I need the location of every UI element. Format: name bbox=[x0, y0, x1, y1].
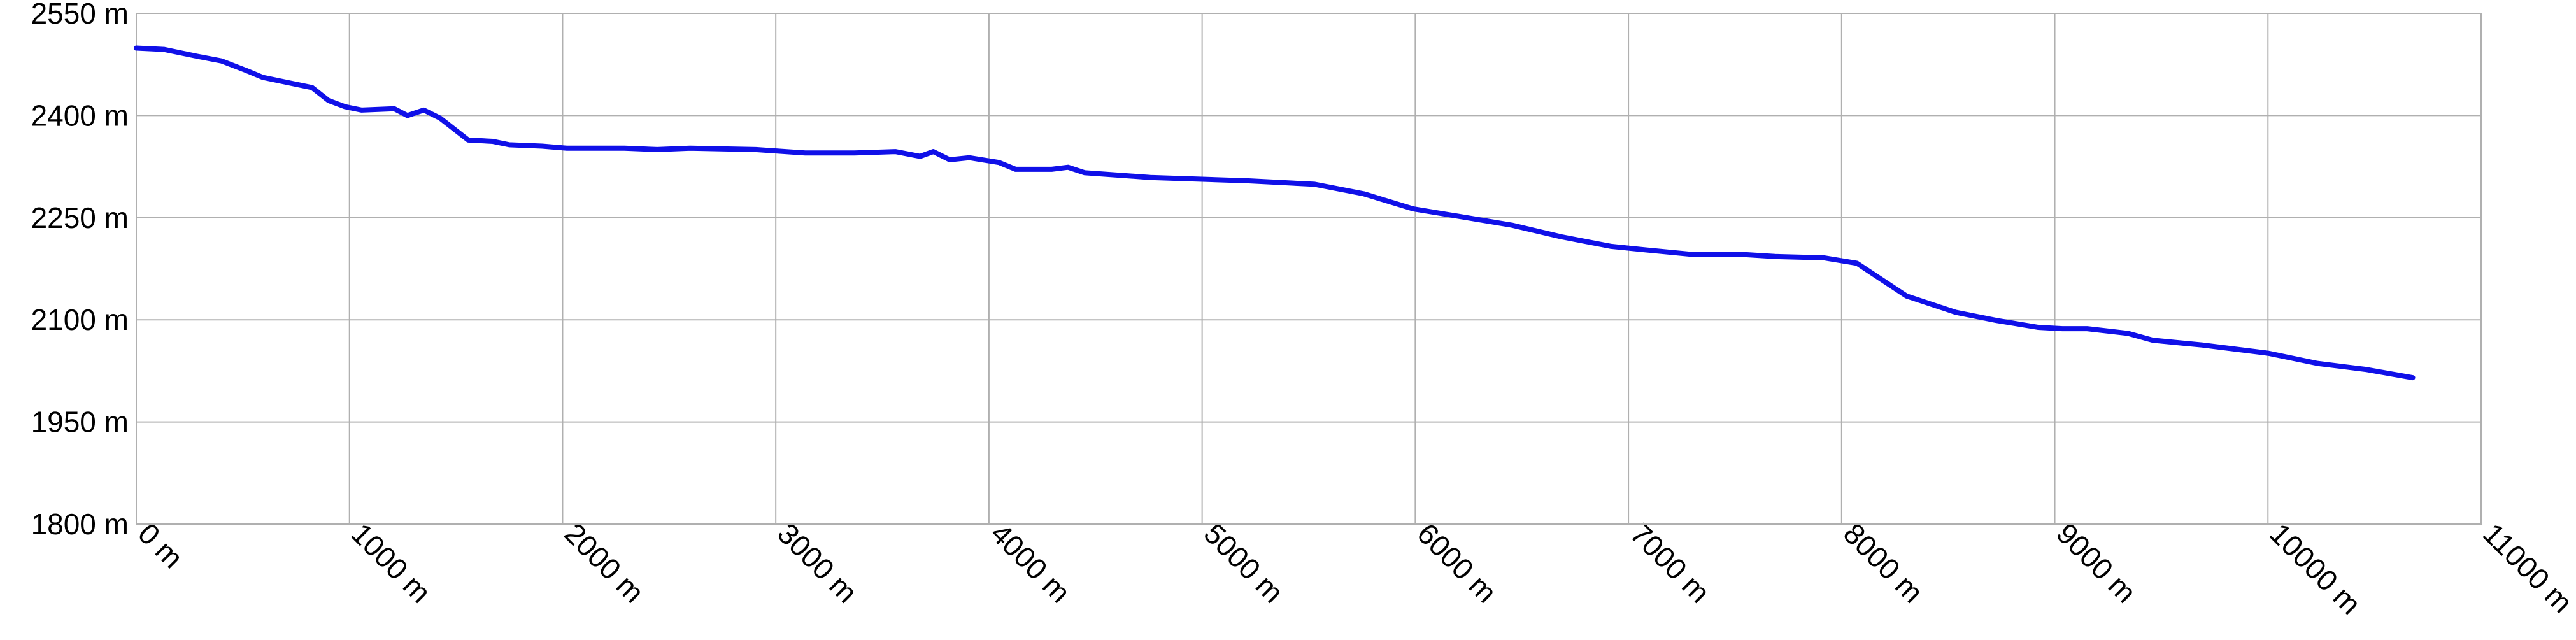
x-tick-label: 2000 m bbox=[558, 516, 650, 609]
y-tick-label: 2400 m bbox=[31, 99, 129, 132]
x-tick-label: 0 m bbox=[132, 516, 190, 574]
x-tick-label: 1000 m bbox=[345, 516, 438, 609]
y-tick-label: 1800 m bbox=[31, 508, 129, 541]
x-tick-label: 8000 m bbox=[1837, 516, 1930, 609]
plot-frame bbox=[136, 13, 2482, 525]
x-tick-label: 9000 m bbox=[2050, 516, 2142, 609]
x-tick-label: 7000 m bbox=[1624, 516, 1716, 609]
y-tick-label: 1950 m bbox=[31, 406, 129, 439]
y-tick-label: 2250 m bbox=[31, 201, 129, 234]
y-tick-label: 2100 m bbox=[31, 303, 129, 336]
elevation-line bbox=[134, 45, 2416, 381]
x-tick-label: 6000 m bbox=[1411, 516, 1503, 609]
x-tick-label: 5000 m bbox=[1198, 516, 1290, 609]
x-tick-label: 3000 m bbox=[771, 516, 864, 609]
x-tick-label: 10000 m bbox=[2263, 516, 2367, 620]
x-tick-label: 11000 m bbox=[2477, 516, 2576, 619]
y-tick-label: 2550 m bbox=[31, 0, 129, 30]
x-tick-label: 4000 m bbox=[985, 516, 1077, 609]
